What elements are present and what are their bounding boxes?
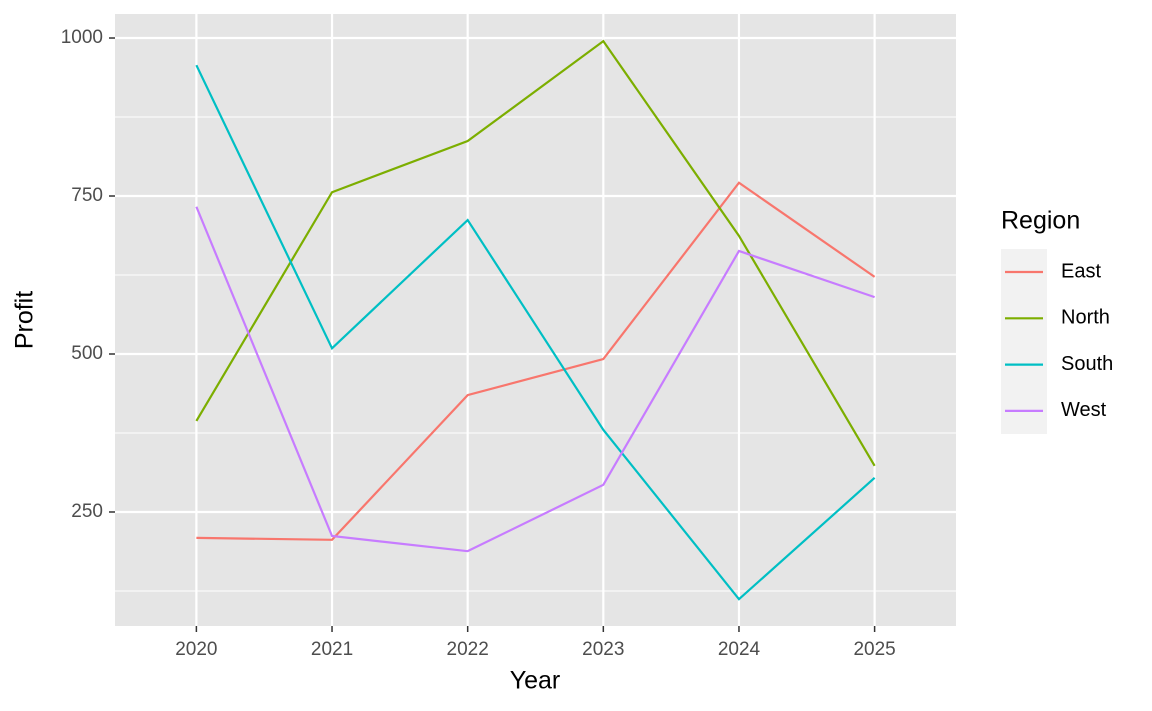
series-line bbox=[195, 64, 876, 601]
legend-label: South bbox=[1061, 353, 1113, 375]
x-tick-label: 2024 bbox=[718, 639, 761, 660]
series-line bbox=[196, 181, 876, 541]
y-axis-title: Profit bbox=[11, 291, 39, 349]
legend-label: East bbox=[1061, 260, 1101, 282]
y-tick-label: 1000 bbox=[61, 27, 103, 48]
x-tick-label: 2023 bbox=[582, 639, 624, 660]
y-tick-label: 500 bbox=[71, 343, 103, 364]
legend-label: West bbox=[1061, 399, 1107, 421]
series-line bbox=[195, 39, 876, 467]
x-tick-label: 2020 bbox=[175, 639, 217, 660]
legend-title: Region bbox=[1001, 207, 1080, 235]
legend-label: North bbox=[1061, 307, 1110, 329]
series-line bbox=[195, 206, 875, 553]
x-tick-label: 2025 bbox=[853, 639, 895, 660]
x-tick-label: 2021 bbox=[311, 639, 353, 660]
legend-key-bg bbox=[1001, 249, 1047, 434]
x-axis-title: Year bbox=[510, 667, 561, 695]
panel bbox=[115, 14, 956, 626]
x-tick-label: 2022 bbox=[447, 639, 489, 660]
y-tick-label: 250 bbox=[71, 501, 103, 522]
y-tick-label: 750 bbox=[71, 185, 103, 206]
